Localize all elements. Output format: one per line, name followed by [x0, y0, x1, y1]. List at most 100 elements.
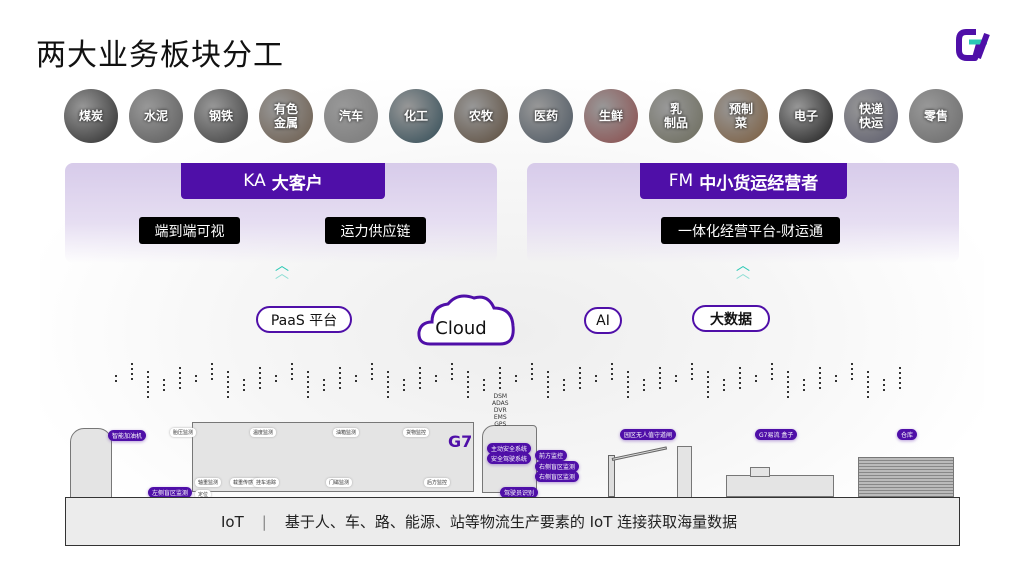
trailer-tag: 轴重监测: [195, 478, 222, 487]
data-dot: [771, 373, 773, 375]
data-dot: [707, 371, 709, 373]
data-dot: [195, 375, 197, 377]
data-dot: [835, 375, 837, 377]
data-dot: [467, 391, 469, 393]
data-dot: [307, 391, 309, 393]
data-dot: [691, 368, 693, 370]
data-dot: [435, 380, 437, 382]
trailer-tag: 挂车追踪: [253, 478, 280, 487]
data-dot: [147, 376, 149, 378]
data-dot: [851, 378, 853, 380]
data-dot: [371, 373, 373, 375]
data-dot: [515, 375, 517, 377]
data-dot: [419, 372, 421, 374]
data-dot: [147, 386, 149, 388]
data-dot: [227, 386, 229, 388]
data-dot: [771, 363, 773, 365]
data-dot: [131, 363, 133, 365]
data-dot: [163, 379, 165, 381]
data-dot: [483, 389, 485, 391]
data-dot: [387, 391, 389, 393]
data-dot: [499, 372, 501, 374]
data-dot: [531, 378, 533, 380]
chevron-up-icon: ︿ ︿: [275, 258, 289, 282]
data-dot: [627, 391, 629, 393]
data-dot: [563, 379, 565, 381]
industry-circle: 煤炭: [64, 89, 118, 143]
truck-tag: 前方监控: [535, 450, 568, 461]
data-dot: [419, 367, 421, 369]
data-dot: [147, 391, 149, 393]
data-dot: [611, 363, 613, 365]
data-dot: [419, 387, 421, 389]
data-dot: [675, 380, 677, 382]
data-dot: [851, 373, 853, 375]
data-dot: [883, 389, 885, 391]
data-dot: [547, 376, 549, 378]
trailer-tag: 温度监测: [250, 428, 277, 437]
data-dot: [579, 377, 581, 379]
sensor-label: EMS: [493, 414, 507, 421]
industry-label: 医药: [533, 109, 558, 123]
data-dot: [771, 378, 773, 380]
trailer-tag: 定位: [195, 490, 212, 499]
data-dot: [563, 384, 565, 386]
data-dot: [851, 363, 853, 365]
data-dot: [819, 387, 821, 389]
data-dot: [611, 373, 613, 375]
data-dot: [307, 371, 309, 373]
data-dot: [627, 396, 629, 398]
truck-tag: 左侧盲区监测: [148, 487, 193, 498]
g7-logo: [956, 29, 990, 61]
data-dot: [867, 371, 869, 373]
data-dot: [259, 382, 261, 384]
industry-circle: 生鲜: [584, 89, 638, 143]
bigdata-pill: 大数据: [692, 305, 770, 332]
data-dot: [211, 373, 213, 375]
data-dot: [227, 396, 229, 398]
data-dot: [339, 377, 341, 379]
data-dot: [899, 377, 901, 379]
truck-tag: 安全驾驶系统: [487, 453, 532, 464]
industry-label: 农牧: [468, 109, 493, 123]
industry-label: 有色 金属: [273, 102, 298, 130]
data-dot: [355, 375, 357, 377]
data-dot: [387, 381, 389, 383]
data-dot: [659, 367, 661, 369]
data-dot: [467, 376, 469, 378]
fm-name: 中小货运经营者: [699, 173, 819, 194]
fm-prefix: FM: [668, 171, 694, 191]
data-dot: [211, 363, 213, 365]
truck-tag: 右侧盲区监测: [535, 461, 580, 472]
industry-circle: 化工: [389, 89, 443, 143]
data-dot: [179, 372, 181, 374]
industry-circle: 乳 制品: [649, 89, 703, 143]
data-dot: [499, 377, 501, 379]
data-dot: [595, 375, 597, 377]
data-dot: [259, 377, 261, 379]
data-dot: [787, 396, 789, 398]
data-dot: [291, 373, 293, 375]
data-dot: [355, 380, 357, 382]
cloud-icon: [417, 294, 515, 346]
data-dot: [275, 375, 277, 377]
industry-label: 电子: [793, 109, 818, 123]
trailer-tag: 载重传感器: [230, 478, 262, 487]
data-dot: [179, 382, 181, 384]
data-dot: [243, 384, 245, 386]
data-dot: [339, 367, 341, 369]
data-dot: [611, 378, 613, 380]
data-dot: [547, 386, 549, 388]
data-dot: [707, 376, 709, 378]
industry-circle: 快递 快运: [844, 89, 898, 143]
truck-tag: 右侧盲区监测: [535, 471, 580, 482]
sensor-label: ADAS: [492, 400, 509, 407]
data-dot: [867, 381, 869, 383]
data-dot: [675, 375, 677, 377]
data-dot: [227, 391, 229, 393]
data-dot: [259, 367, 261, 369]
data-dot: [819, 382, 821, 384]
data-dot: [547, 396, 549, 398]
trailer-tag: 门磁监测: [326, 478, 353, 487]
data-dot: [115, 380, 117, 382]
